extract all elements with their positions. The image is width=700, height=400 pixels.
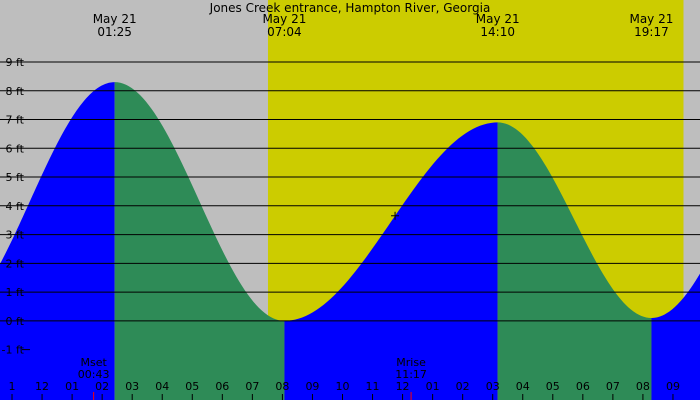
moon-event-time: 00:43	[78, 368, 110, 381]
rising-tide-segment	[651, 273, 700, 400]
x-tick-label: 06	[576, 380, 590, 393]
x-tick-label: 08	[275, 380, 289, 393]
y-tick-label: 6 ft	[6, 142, 25, 155]
x-tick-label: 04	[516, 380, 530, 393]
x-tick-label: 04	[155, 380, 169, 393]
x-tick-label: 02	[95, 380, 109, 393]
y-tick-label: 0 ft	[6, 315, 25, 328]
y-tick-label: 7 ft	[6, 114, 25, 127]
y-tick-label: 3 ft	[6, 229, 25, 242]
y-tick-label: 5 ft	[6, 171, 25, 184]
moon-event-name: Mrise	[396, 356, 426, 369]
tide-event-time: 07:04	[267, 25, 302, 39]
x-tick-label: 09	[305, 380, 319, 393]
y-tick-label: 8 ft	[6, 85, 25, 98]
x-tick-label: 10	[335, 380, 349, 393]
x-tick-label: 05	[546, 380, 560, 393]
chart-title: Jones Creek entrance, Hampton River, Geo…	[209, 1, 491, 15]
x-axis-ticks: 1 12 01 02 03 04 05 06 07 08 09 10 11 12 01 02 03 04 05 06 0…	[9, 380, 680, 400]
gridlines-layer	[0, 61, 700, 351]
y-tick-label: 1 ft	[6, 286, 25, 299]
y-tick-label: -1 ft	[2, 344, 25, 357]
x-tick-label: 01	[65, 380, 79, 393]
x-tick-label: 09	[666, 380, 680, 393]
tide-event-date: May 21	[629, 12, 673, 26]
x-tick-label: 03	[486, 380, 500, 393]
x-tick-label: 08	[636, 380, 650, 393]
tide-event-time: 14:10	[480, 25, 515, 39]
y-axis-ticks: 9 ft 8 ft 7 ft 6 ft 5 ft 4 ft 3 ft 2 ft 1 ft 0 ft…	[2, 56, 25, 357]
x-tick-label: 02	[456, 380, 470, 393]
x-tick-label: 12	[396, 380, 410, 393]
x-tick-label: 05	[185, 380, 199, 393]
moon-event-time: 11:17	[395, 368, 427, 381]
x-tick-label: 07	[245, 380, 259, 393]
y-tick-label: 2 ft	[6, 257, 25, 270]
x-tick-label: 01	[426, 380, 440, 393]
falling-tide-segment	[497, 122, 652, 400]
x-tick-label: 12	[35, 380, 49, 393]
y-tick-label: 4 ft	[6, 200, 25, 213]
moon-event-name: Mset	[80, 356, 107, 369]
rising-tide-segment	[284, 122, 498, 400]
x-tick-label: 03	[125, 380, 139, 393]
x-tick-label: 07	[606, 380, 620, 393]
tide-event-time: 19:17	[634, 25, 669, 39]
y-tick-label: 9 ft	[6, 56, 25, 69]
tide-event-time: 01:25	[97, 25, 132, 39]
tide-event-date: May 21	[476, 12, 520, 26]
tide-event-date: May 21	[93, 12, 137, 26]
x-tick-label: 1	[9, 380, 16, 393]
x-tick-label: 06	[215, 380, 229, 393]
tide-event-date: May 21	[262, 12, 306, 26]
x-tick-label: 11	[366, 380, 380, 393]
